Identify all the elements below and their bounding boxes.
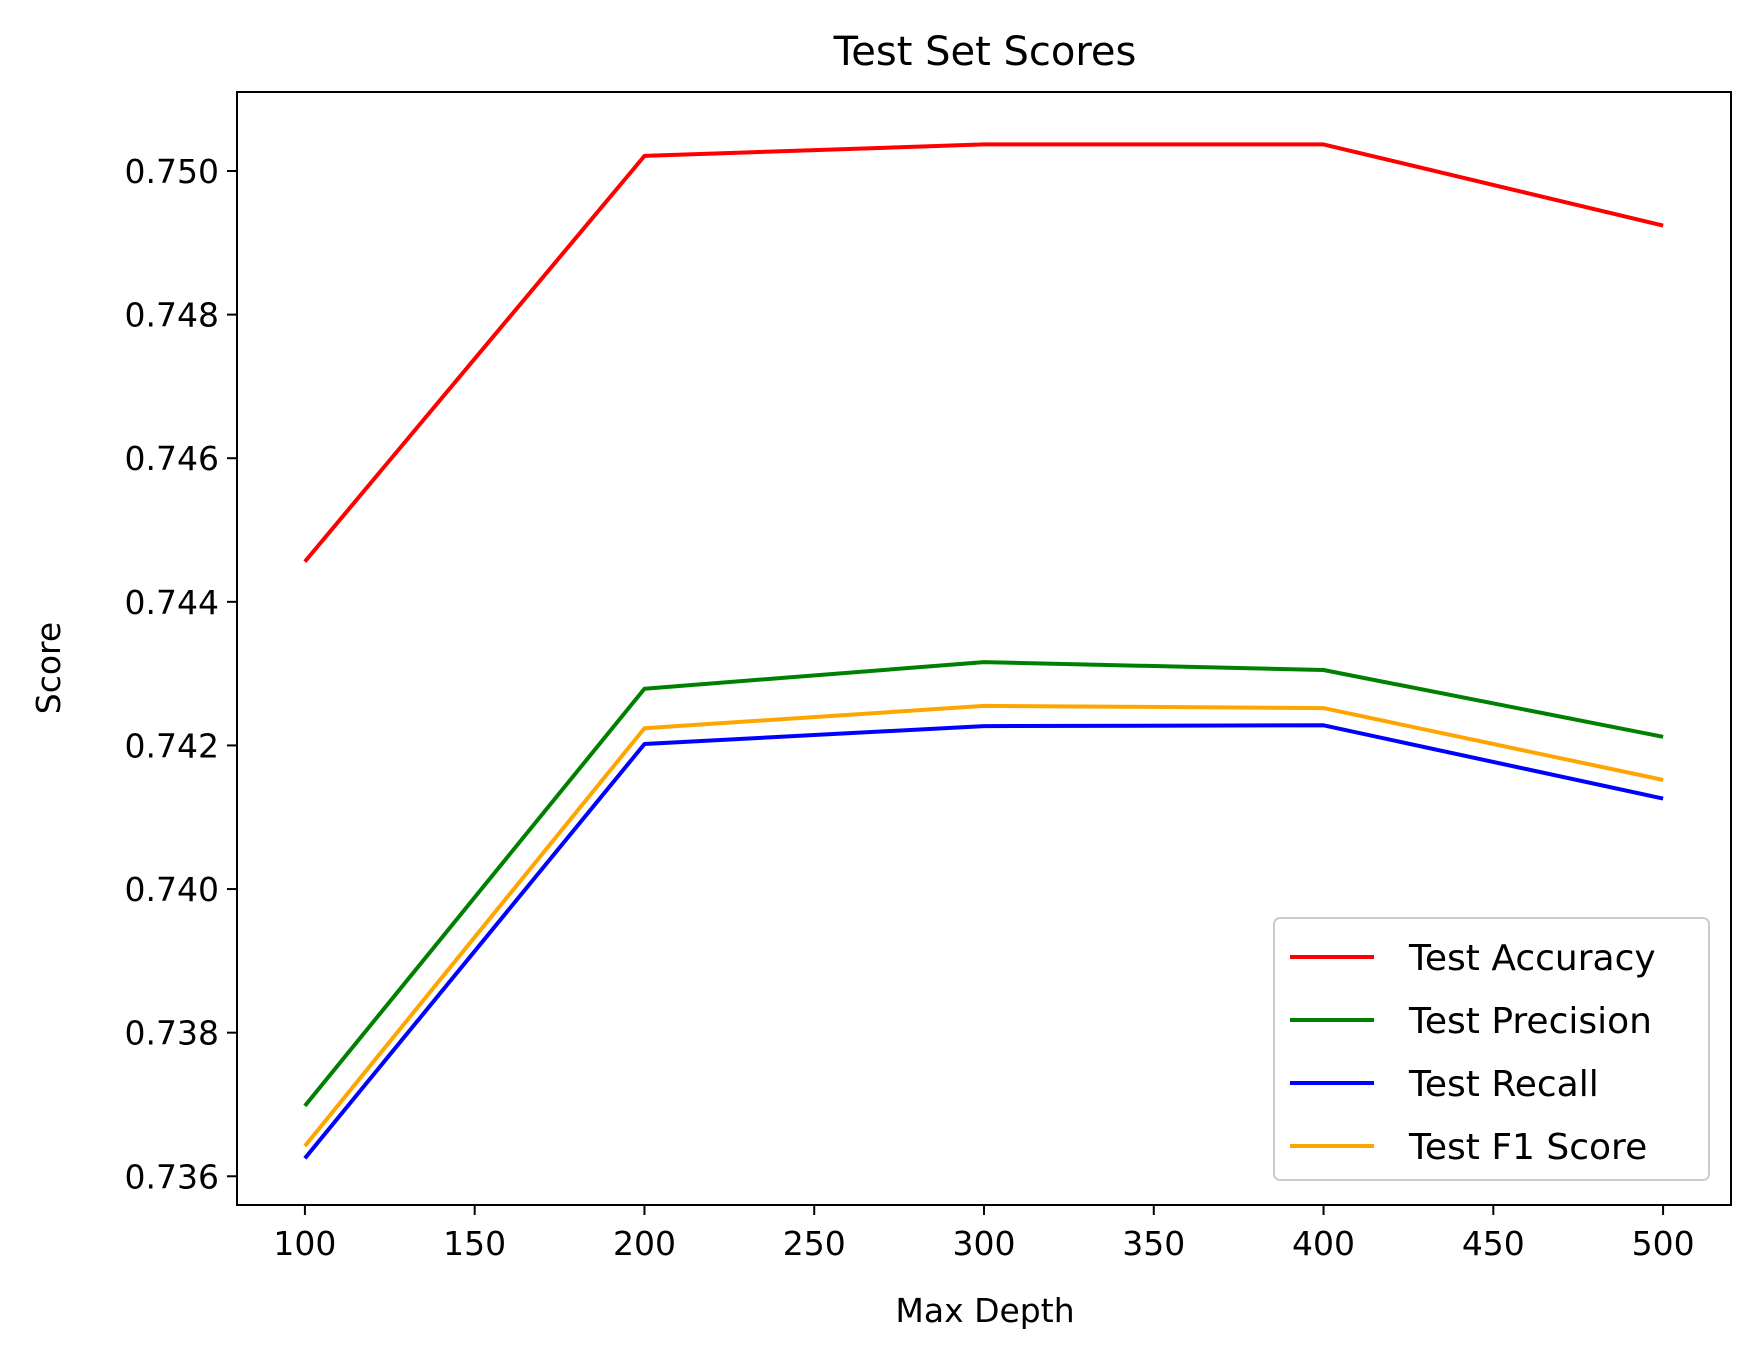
series-line-2 (303, 723, 1664, 1160)
legend: Test Accuracy Test Precision Test Recall Te… (1273, 917, 1710, 1181)
series-lines (303, 142, 1664, 1160)
series-line-3 (303, 703, 1664, 1148)
y-tick-label: 0.744 (125, 583, 219, 622)
y-tick-label: 0.740 (125, 870, 219, 909)
y-tick-label: 0.746 (125, 439, 219, 478)
y-tick-label: 0.750 (125, 152, 219, 191)
legend-label: Test Accuracy (1408, 938, 1656, 979)
x-axis-label: Max Depth (895, 1291, 1074, 1330)
x-tick-label: 100 (273, 1224, 336, 1263)
series-line-1 (303, 660, 1664, 1108)
x-tick-label: 400 (1292, 1224, 1355, 1263)
y-tick-label: 0.742 (125, 726, 219, 765)
y-tick-label: 0.738 (125, 1014, 219, 1053)
y-axis-label: Score (29, 622, 68, 714)
legend-label: Test F1 Score (1408, 1127, 1647, 1168)
x-tick-label: 200 (613, 1224, 676, 1263)
x-tick-label: 150 (443, 1224, 506, 1263)
legend-box (1273, 917, 1710, 1181)
series-line-0 (303, 142, 1664, 563)
x-tick-label: 300 (953, 1224, 1016, 1263)
x-tick-label: 350 (1122, 1224, 1185, 1263)
x-tick-label: 250 (783, 1224, 846, 1263)
y-axis: 0.736 0.738 0.740 0.742 0.744 0.746 0.748 0.750 (125, 152, 237, 1196)
legend-label: Test Recall (1408, 1064, 1599, 1105)
y-tick-label: 0.748 (125, 296, 219, 335)
x-tick-label: 500 (1632, 1224, 1695, 1263)
legend-label: Test Precision (1408, 1001, 1652, 1042)
x-tick-label: 450 (1462, 1224, 1525, 1263)
chart-title: Test Set Scores (833, 29, 1137, 75)
x-axis: 100 150 200 250 300 350 400 450 500 (273, 1205, 1695, 1263)
y-tick-label: 0.736 (125, 1157, 219, 1196)
